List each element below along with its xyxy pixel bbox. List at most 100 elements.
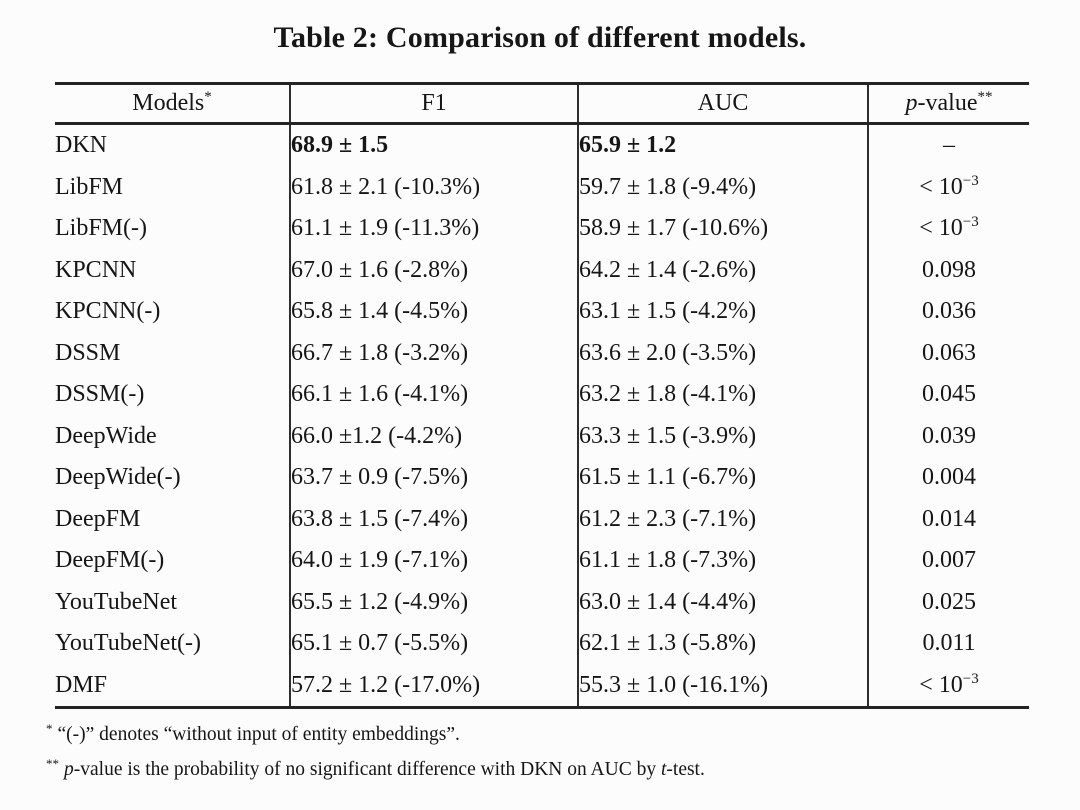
- model-name-cell: LibFM: [55, 173, 124, 200]
- col-header-auc: AUC: [577, 83, 868, 125]
- model-name-cell: KPCNN(-): [55, 298, 161, 325]
- model-name-cell: DeepFM(-): [55, 547, 165, 574]
- table-row: DKN 68.9 ± 1.5 65.9 ± 1.2 –: [55, 123, 1029, 167]
- f1-score-cell: 65.8 ± 1.4 (-4.5%): [289, 291, 578, 333]
- p-value-text: 0.045: [922, 381, 976, 408]
- p-value-exponent: −3: [962, 670, 979, 687]
- p-value-text: 0.014: [922, 505, 976, 532]
- model-name-cell: DSSM(-): [55, 381, 145, 408]
- p-value-text: 0.025: [922, 588, 976, 615]
- col-header-label: AUC: [697, 90, 749, 116]
- table-row: DeepFM(-) 64.0 ± 1.9 (-7.1%) 61.1 ± 1.8 (-…: [55, 540, 1029, 582]
- model-name-cell: DeepWide: [55, 422, 157, 449]
- model-name-cell: YouTubeNet: [55, 588, 178, 615]
- table-row: DSSM 66.7 ± 1.8 (-3.2%) 63.6 ± 2.0 (-3.5%)…: [55, 332, 1029, 374]
- f1-score-cell: 64.0 ± 1.9 (-7.1%): [289, 540, 578, 582]
- p-value-cell: 0.063: [867, 332, 1029, 374]
- col-header-f1: F1: [289, 83, 578, 125]
- footnote-marker: *: [46, 720, 53, 736]
- p-value-text: 0.039: [922, 422, 976, 449]
- model-name-cell: KPCNN: [55, 256, 137, 283]
- auc-score-cell: 55.3 ± 1.0 (-16.1%): [577, 664, 868, 708]
- table-row: YouTubeNet(-) 65.1 ± 0.7 (-5.5%) 62.1 ± 1.…: [55, 623, 1029, 665]
- footnote-text: -value is the probability of no signific…: [73, 759, 661, 781]
- model-name-cell: DKN: [55, 132, 107, 159]
- p-value-cell: < 10−3: [867, 664, 1029, 708]
- p-value-text: 0.098: [922, 256, 976, 283]
- f1-score-cell: 68.9 ± 1.5: [289, 123, 578, 167]
- p-value-text: < 10: [919, 215, 963, 242]
- f1-score-cell: 66.1 ± 1.6 (-4.1%): [289, 374, 578, 416]
- table-row: KPCNN(-) 65.8 ± 1.4 (-4.5%) 63.1 ± 1.5 (-4…: [55, 291, 1029, 333]
- p-value-cell: 0.007: [867, 540, 1029, 582]
- table-row: LibFM 61.8 ± 2.1 (-10.3%) 59.7 ± 1.8 (-9.4…: [55, 166, 1029, 208]
- footnote-entity-embeddings: * “(-)” denotes “without input of entity …: [46, 722, 1080, 748]
- col-header-pvalue: p-value**: [867, 83, 1029, 125]
- auc-score-cell: 62.1 ± 1.3 (-5.8%): [577, 623, 868, 665]
- col-header-superscript: **: [977, 89, 993, 105]
- f1-score-cell: 61.8 ± 2.1 (-10.3%): [289, 166, 578, 208]
- f1-score-cell: 65.5 ± 1.2 (-4.9%): [289, 581, 578, 623]
- footnotes: * “(-)” denotes “without input of entity …: [46, 722, 1080, 784]
- model-name-cell: LibFM(-): [55, 215, 147, 242]
- table-row: DSSM(-) 66.1 ± 1.6 (-4.1%) 63.2 ± 1.8 (-4.…: [55, 374, 1029, 416]
- footnote-marker: **: [46, 755, 59, 771]
- p-value-cell: < 10−3: [867, 166, 1029, 208]
- f1-score-cell: 67.0 ± 1.6 (-2.8%): [289, 249, 578, 291]
- col-header-label: -value: [917, 90, 978, 116]
- p-value-cell: 0.014: [867, 498, 1029, 540]
- footnote-italic-p: p: [64, 759, 74, 781]
- f1-score-cell: 61.1 ± 1.9 (-11.3%): [289, 208, 578, 250]
- table-row: LibFM(-) 61.1 ± 1.9 (-11.3%) 58.9 ± 1.7 (-…: [55, 208, 1029, 250]
- auc-score-cell: 65.9 ± 1.2: [577, 123, 868, 167]
- auc-score-cell: 61.5 ± 1.1 (-6.7%): [577, 457, 868, 499]
- table-row: DeepWide(-) 63.7 ± 0.9 (-7.5%) 61.5 ± 1.1 …: [55, 457, 1029, 499]
- footnote-pvalue-definition: ** p-value is the probability of no signi…: [46, 757, 1080, 783]
- table-row: KPCNN 67.0 ± 1.6 (-2.8%) 64.2 ± 1.4 (-2.6%…: [55, 249, 1029, 291]
- auc-score-cell: 63.1 ± 1.5 (-4.2%): [577, 291, 868, 333]
- p-value-text: < 10: [919, 173, 963, 200]
- table-caption: Table 2: Comparison of different models.: [273, 21, 807, 54]
- f1-score-cell: 65.1 ± 0.7 (-5.5%): [289, 623, 578, 665]
- model-name-cell: DMF: [55, 671, 108, 698]
- p-value-cell: 0.025: [867, 581, 1029, 623]
- f1-score-cell: 66.7 ± 1.8 (-3.2%): [289, 332, 578, 374]
- p-value-cell: 0.045: [867, 374, 1029, 416]
- model-name-cell: YouTubeNet(-): [55, 630, 202, 657]
- model-name-cell: DeepFM: [55, 505, 141, 532]
- auc-score-cell: 63.3 ± 1.5 (-3.9%): [577, 415, 868, 457]
- p-value-text: 0.036: [922, 298, 976, 325]
- p-value-cell: 0.011: [867, 623, 1029, 665]
- col-header-label: F1: [421, 90, 447, 116]
- f1-score-cell: 63.7 ± 0.9 (-7.5%): [289, 457, 578, 499]
- footnote-text: -test.: [666, 759, 705, 781]
- col-header-italic-prefix: p: [905, 90, 918, 116]
- auc-score-cell: 63.6 ± 2.0 (-3.5%): [577, 332, 868, 374]
- f1-score-cell: 63.8 ± 1.5 (-7.4%): [289, 498, 578, 540]
- model-name-cell: DeepWide(-): [55, 464, 181, 491]
- p-value-text: 0.063: [922, 339, 976, 366]
- table-row: DeepWide 66.0 ±1.2 (-4.2%) 63.3 ± 1.5 (-3.…: [55, 415, 1029, 457]
- auc-score-cell: 64.2 ± 1.4 (-2.6%): [577, 249, 868, 291]
- auc-score-cell: 61.1 ± 1.8 (-7.3%): [577, 540, 868, 582]
- model-name-cell: DSSM: [55, 339, 121, 366]
- p-value-text: < 10: [919, 671, 963, 698]
- table-header-row: Models* F1 AUC p-value**: [55, 83, 1029, 125]
- p-value-cell: 0.036: [867, 291, 1029, 333]
- table-body: DKN 68.9 ± 1.5 65.9 ± 1.2 – LibFM 61.8 ± 2.1 …: [55, 123, 1029, 708]
- footnote-italic-t: t: [660, 759, 667, 781]
- footnote-text: “(-)” denotes “without input of entity e…: [57, 724, 460, 745]
- p-value-text: 0.011: [922, 630, 976, 657]
- auc-score-cell: 61.2 ± 2.3 (-7.1%): [577, 498, 868, 540]
- p-value-cell: –: [867, 123, 1029, 167]
- results-table: Models* F1 AUC p-value** DKN 68.9 ± 1.5 65…: [55, 82, 1029, 709]
- table-row: DeepFM 63.8 ± 1.5 (-7.4%) 61.2 ± 2.3 (-7.1…: [55, 498, 1029, 540]
- p-value-text: 0.007: [922, 547, 976, 574]
- auc-score-cell: 63.2 ± 1.8 (-4.1%): [577, 374, 868, 416]
- p-value-exponent: −3: [962, 214, 979, 231]
- col-header-superscript: *: [204, 89, 212, 105]
- table-row: DMF 57.2 ± 1.2 (-17.0%) 55.3 ± 1.0 (-16.1%…: [55, 664, 1029, 708]
- p-value-cell: < 10−3: [867, 208, 1029, 250]
- p-value-cell: 0.098: [867, 249, 1029, 291]
